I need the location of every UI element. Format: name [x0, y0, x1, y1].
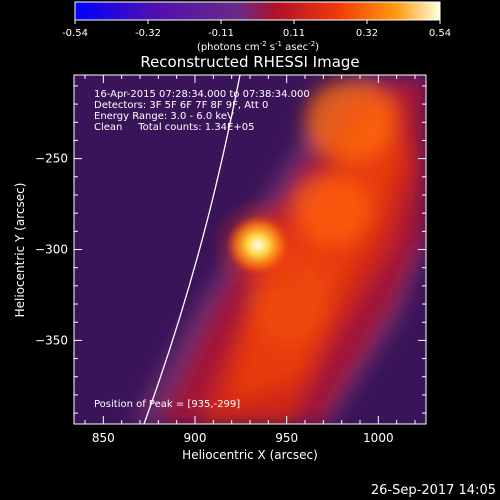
colorbar-tick-label: 0.32	[356, 28, 378, 39]
chart-title: Reconstructed RHESSI Image	[140, 53, 359, 71]
peak-emission	[226, 215, 290, 275]
colorbar-tick-label: -0.32	[135, 28, 161, 39]
annotation-time-range: 16-Apr-2015 07:28:34.000 to 07:38:34.000	[94, 89, 310, 100]
timestamp: 26-Sep-2017 14:05	[371, 483, 496, 498]
annotation-clean-counts: Clean Total counts: 1.34E+05	[94, 122, 254, 133]
y-axis-label: Heliocentric Y (arcsec)	[13, 183, 27, 318]
colorbar-unit-label: (photons cm-2 s-1 asec-2)	[197, 40, 319, 53]
x-tick-label: 950	[275, 431, 298, 445]
heatmap-image	[74, 75, 426, 424]
y-tick-label: −350	[35, 333, 68, 347]
colorbar-tick-label: -0.11	[208, 28, 234, 39]
colorbar-tick-label: 0.11	[283, 28, 305, 39]
y-tick-label: −300	[35, 243, 68, 257]
x-axis-label: Heliocentric X (arcsec)	[182, 448, 318, 462]
x-tick-label: 1000	[363, 431, 394, 445]
colorbar-ticks: -0.54 -0.32 -0.11 0.11 0.32 0.54	[62, 20, 451, 39]
y-tick-label: −250	[35, 152, 68, 166]
peak-position-label: Position of Peak = [935,-299]	[94, 399, 240, 410]
annotation-energy-range: Energy Range: 3.0 - 6.0 keV	[94, 111, 234, 122]
y-axis-ticks: −250 −300 −350	[35, 85, 426, 414]
x-tick-label: 900	[184, 431, 207, 445]
colorbar	[74, 1, 441, 21]
colorbar-tick-label: 0.54	[429, 28, 451, 39]
x-tick-label: 850	[92, 431, 115, 445]
colorbar-tick-label: -0.54	[62, 28, 88, 39]
annotation-detectors: Detectors: 3F 5F 6F 7F 8F 9F, Att 0	[94, 100, 268, 111]
annotation-block: 16-Apr-2015 07:28:34.000 to 07:38:34.000…	[94, 89, 310, 133]
solar-limb-curve	[143, 75, 241, 424]
x-axis-ticks: 850 900 950 1000	[84, 75, 416, 445]
